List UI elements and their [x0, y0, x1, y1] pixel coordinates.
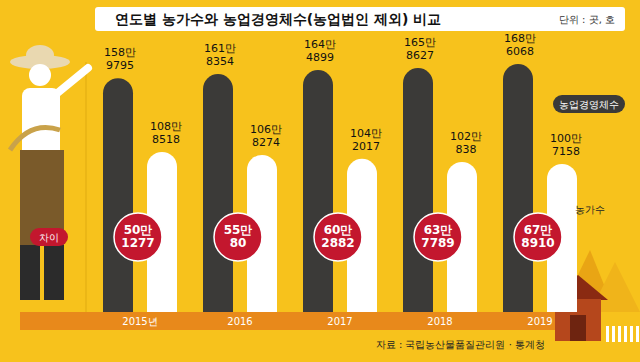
- difference-circle: [514, 213, 562, 261]
- chart-root: 연도별 농가수와 농업경영체수(농업법인 제외) 비교 단위 : 곳, 호 158만…: [0, 0, 640, 362]
- data-label: 168만6068: [504, 32, 536, 58]
- data-label-line: 104만: [350, 127, 382, 140]
- wheat: [10, 128, 60, 151]
- data-label: 158만9795: [104, 46, 136, 72]
- difference-circle: [414, 213, 462, 261]
- data-label-line: 164만: [304, 38, 336, 51]
- difference-tag: [30, 228, 68, 246]
- category-label: 2016: [227, 316, 252, 327]
- bar: [503, 64, 533, 312]
- boot: [20, 245, 40, 300]
- fence: [618, 326, 621, 342]
- baseline-strip: [20, 312, 555, 330]
- data-label: 161만8354: [204, 42, 236, 68]
- data-label-line: 161만: [204, 42, 236, 55]
- chart: 연도별 농가수와 농업경영체수(농업법인 제외) 비교 단위 : 곳, 호 158만…: [0, 0, 640, 362]
- legend-label: 농가수: [575, 204, 605, 215]
- data-label-line: 838: [456, 143, 477, 156]
- difference-value: 67만8910: [521, 223, 554, 250]
- house-door: [570, 315, 586, 341]
- fence: [636, 326, 639, 342]
- difference-value: 50만1277: [121, 223, 154, 250]
- data-label: 100만7158: [550, 132, 582, 158]
- difference-value-line: 55만: [224, 223, 253, 237]
- category-label: 2015년: [122, 316, 157, 327]
- bar: [303, 70, 333, 312]
- legend-label: 농업경영체수: [559, 99, 619, 110]
- data-label-line: 7158: [552, 145, 580, 158]
- data-label: 164만4899: [304, 38, 336, 64]
- data-label: 102만838: [450, 130, 482, 156]
- difference-circle: [114, 213, 162, 261]
- fence: [612, 326, 615, 342]
- data-label-line: 9795: [106, 59, 134, 72]
- difference-value-line: 50만: [124, 223, 153, 237]
- axis-line: [86, 62, 87, 312]
- farmer-illustration: [10, 45, 88, 300]
- data-label-line: 108만: [150, 120, 182, 133]
- data-label-line: 8274: [252, 136, 280, 149]
- data-label: 106만8274: [250, 123, 282, 149]
- data-label-line: 102만: [450, 130, 482, 143]
- legend-box: [553, 95, 625, 113]
- difference-value-line: 7789: [421, 236, 454, 250]
- bar: [203, 74, 233, 312]
- data-label-line: 106만: [250, 123, 282, 136]
- category-label: 2019: [527, 316, 552, 327]
- difference-value-line: 63만: [424, 223, 453, 237]
- unit: 단위 : 곳, 호: [559, 14, 615, 25]
- source: 자료 : 국립농산물품질관리원 · 통계청: [376, 339, 545, 350]
- difference-value-line: 60만: [324, 223, 353, 237]
- labels: 158만9795 161만8354 164만4899 165만8627 168만6068…: [30, 32, 625, 350]
- difference-circle: [314, 213, 362, 261]
- difference-value: 55만80: [224, 223, 253, 250]
- arm: [55, 68, 88, 95]
- difference-value-line: 1277: [121, 236, 154, 250]
- data-label: 104만2017: [350, 127, 382, 153]
- difference-circle: [214, 213, 262, 261]
- data-label: 165만8627: [404, 36, 436, 62]
- fence: [606, 326, 609, 342]
- difference-label: 차이: [39, 232, 59, 243]
- data-label-line: 2017: [352, 140, 380, 153]
- category-label: 2017: [327, 316, 352, 327]
- difference-value-line: 80: [230, 236, 247, 250]
- difference-value-line: 67만: [524, 223, 553, 237]
- data-label-line: 8518: [152, 133, 180, 146]
- data-label-line: 165만: [404, 36, 436, 49]
- title-box: [95, 7, 625, 31]
- boot: [44, 245, 64, 300]
- difference-value: 63만7789: [421, 223, 454, 250]
- data-label-line: 158만: [104, 46, 136, 59]
- data-label-line: 6068: [506, 45, 534, 58]
- data-label-line: 100만: [550, 132, 582, 145]
- data-label-line: 168만: [504, 32, 536, 45]
- category-label: 2018: [427, 316, 452, 327]
- fence: [624, 326, 627, 342]
- head: [29, 64, 51, 86]
- title: 연도별 농가수와 농업경영체수(농업법인 제외) 비교: [115, 11, 441, 27]
- bar: [403, 68, 433, 312]
- background: [0, 0, 640, 362]
- difference-value: 60만2882: [321, 223, 354, 250]
- hat-top: [26, 45, 54, 65]
- data-label: 108만8518: [150, 120, 182, 146]
- bar: [103, 78, 133, 312]
- fence: [630, 326, 633, 342]
- difference-value-line: 8910: [521, 236, 554, 250]
- bars: [103, 64, 577, 312]
- data-label-line: 8354: [206, 55, 234, 68]
- difference-value-line: 2882: [321, 236, 354, 250]
- data-label-line: 8627: [406, 49, 434, 62]
- data-label-line: 4899: [306, 51, 334, 64]
